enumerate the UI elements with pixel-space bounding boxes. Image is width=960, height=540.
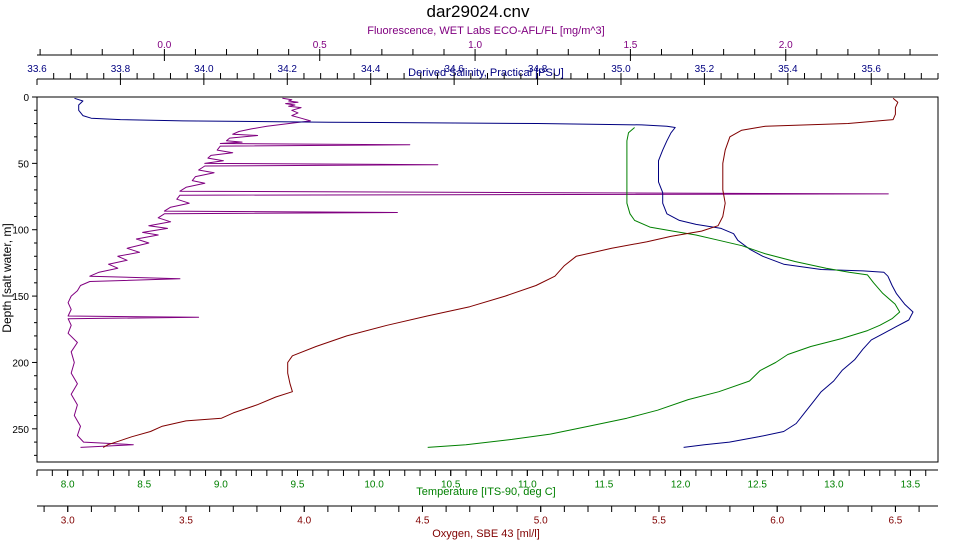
temperature-tick-label: 9.5 <box>291 479 305 490</box>
depth-tick-label: 250 <box>12 425 29 436</box>
temperature-tick-label: 11.5 <box>595 479 614 490</box>
temperature-axis-label: Temperature [ITS-90, deg C] <box>416 486 555 498</box>
salinity-tick-label: 35.4 <box>778 64 798 75</box>
temperature-tick-label: 12.0 <box>671 479 691 490</box>
temperature-tick-label: 9.0 <box>214 479 228 490</box>
fluorescence-axis-label: Fluorescence, WET Labs ECO-AFL/FL [mg/m^… <box>367 25 604 37</box>
salinity-tick-label: 35.6 <box>862 64 882 75</box>
oxygen-tick-label: 5.5 <box>652 515 666 526</box>
fluorescence-tick-label: 0.5 <box>313 40 327 51</box>
salinity-tick-label: 34.8 <box>528 64 548 75</box>
temperature-tick-label: 8.0 <box>61 479 75 490</box>
oxygen-tick-label: 3.0 <box>61 515 75 526</box>
temperature-tick-label: 10.0 <box>364 479 384 490</box>
salinity-profile-line <box>74 97 914 448</box>
salinity-axis-label: Derived Salinity, Practical [PSU] <box>408 67 564 79</box>
oxygen-tick-label: 5.0 <box>534 515 548 526</box>
temperature-profile-line <box>427 127 901 448</box>
temperature-tick-label: 8.5 <box>137 479 151 490</box>
depth-tick-label: 200 <box>12 358 29 369</box>
fluorescence-tick-label: 1.0 <box>468 40 482 51</box>
fluorescence-tick-label: 1.5 <box>623 40 637 51</box>
depth-tick-label: 150 <box>12 292 29 303</box>
fluorescence-tick-label: 0.0 <box>157 40 171 51</box>
depth-tick-label: 0 <box>23 93 29 104</box>
chart-title: dar29024.cnv <box>426 2 530 21</box>
salinity-tick-label: 35.2 <box>695 64 715 75</box>
depth-tick-label: 50 <box>18 159 30 170</box>
salinity-tick-label: 34.2 <box>278 64 298 75</box>
salinity-tick-label: 33.8 <box>111 64 131 75</box>
salinity-tick-label: 34.4 <box>361 64 381 75</box>
temperature-tick-label: 12.5 <box>747 479 767 490</box>
depth-axis-label: Depth [salt water, m] <box>0 223 14 332</box>
oxygen-tick-label: 4.0 <box>297 515 311 526</box>
salinity-tick-label: 34.0 <box>194 64 214 75</box>
temperature-tick-label: 13.5 <box>901 479 921 490</box>
oxygen-profile-line <box>102 97 899 448</box>
oxygen-tick-label: 6.5 <box>888 515 902 526</box>
oxygen-tick-label: 6.0 <box>770 515 784 526</box>
depth-tick-label: 100 <box>12 226 29 237</box>
fluorescence-profile-line <box>67 97 889 448</box>
temperature-tick-label: 11.0 <box>518 479 537 490</box>
plot-area <box>36 96 939 463</box>
salinity-tick-label: 33.6 <box>27 64 47 75</box>
salinity-tick-label: 34.6 <box>444 64 464 75</box>
temperature-tick-label: 10.5 <box>441 479 461 490</box>
oxygen-axis-label: Oxygen, SBE 43 [ml/l] <box>432 528 540 540</box>
oxygen-tick-label: 3.5 <box>179 515 193 526</box>
temperature-tick-label: 13.0 <box>824 479 844 490</box>
oxygen-tick-label: 4.5 <box>416 515 430 526</box>
fluorescence-tick-label: 2.0 <box>779 40 793 51</box>
salinity-tick-label: 35.0 <box>611 64 631 75</box>
